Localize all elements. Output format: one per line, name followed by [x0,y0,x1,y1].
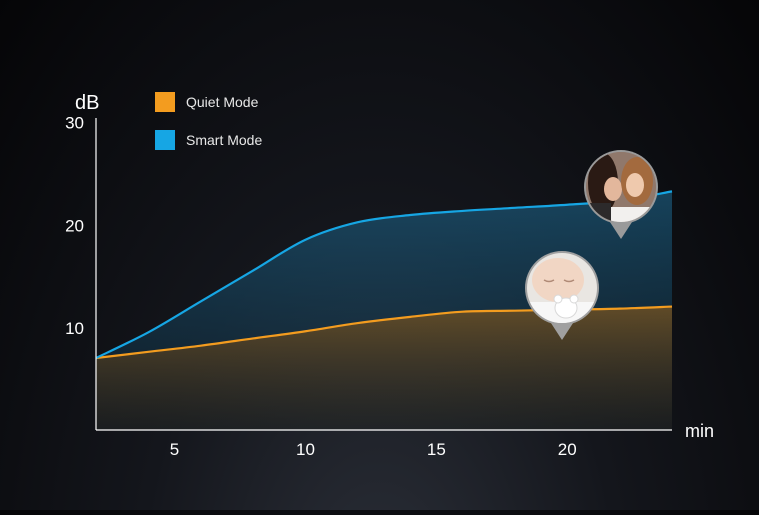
y-tick-label: 10 [65,319,84,338]
series-line-smart-mode [95,190,673,359]
whispering-women-photo [586,152,656,222]
legend: Quiet Mode Smart Mode [155,92,262,150]
x-tick-label: 5 [170,440,179,459]
x-tick-label: 20 [558,440,577,459]
legend-label-quiet-mode: Quiet Mode [186,94,259,110]
legend-swatch-quiet-mode [155,92,175,112]
sleeping-baby-photo-pin [525,251,599,340]
y-axis-label: dB [75,92,99,114]
x-tick-label: 10 [296,440,315,459]
two-women-whispering-photo-pin [584,150,658,239]
axis-ticks: 10 20 30 5 10 15 20 [65,113,577,459]
legend-label-smart-mode: Smart Mode [186,132,262,148]
sleeping-baby-photo [527,253,597,323]
x-axis-label: min [685,421,714,441]
legend-swatch-smart-mode [155,130,175,150]
area-fill-quiet-mode [96,306,672,430]
series-areas [96,191,672,430]
x-tick-label: 15 [427,440,446,459]
y-tick-label: 30 [65,113,84,132]
y-tick-label: 20 [65,216,84,235]
